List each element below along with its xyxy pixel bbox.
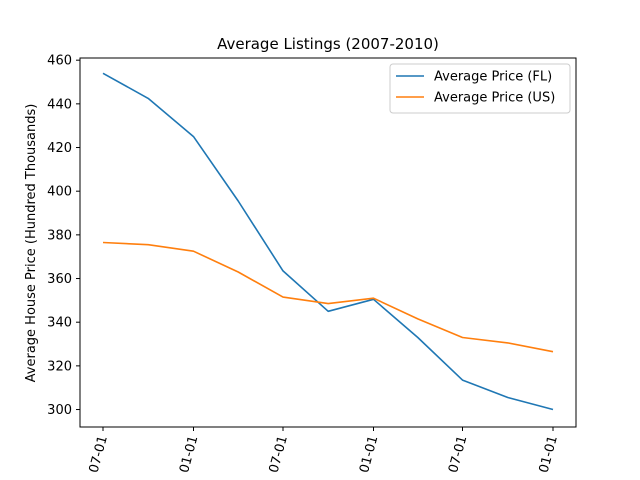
legend: Average Price (FL) Average Price (US) (389, 63, 571, 114)
x-tick-label: 01-01 (177, 434, 201, 474)
legend-box (389, 63, 571, 114)
chart-title: Average Listings (2007-2010) (217, 35, 439, 53)
plot-lines (102, 72, 554, 411)
series-line-fl (102, 72, 554, 411)
x-tick-label: 01-01 (357, 434, 381, 474)
y-tick-label: 380 (47, 228, 72, 243)
y-tick-label: 360 (47, 272, 72, 287)
x-tick-label: 01-01 (537, 434, 561, 474)
legend-label: Average Price (US) (434, 91, 555, 106)
y-axis-ticks: 300 320 340 360 380 400 420 440 460 (47, 54, 80, 418)
y-tick-label: 340 (47, 316, 72, 331)
y-tick-label: 420 (47, 141, 72, 156)
y-tick-label: 400 (47, 185, 72, 200)
x-tick-label: 07-01 (446, 434, 470, 474)
y-tick-label: 300 (47, 403, 72, 418)
x-tick-label: 07-01 (267, 434, 291, 474)
y-tick-label: 460 (47, 54, 72, 69)
y-tick-label: 320 (47, 359, 72, 374)
y-tick-label: 440 (47, 97, 72, 112)
plot-frame (79, 57, 577, 428)
x-tick-label: 07-01 (87, 434, 111, 474)
x-axis-ticks: 07-01 01-01 07-01 01-01 07-01 01-01 (87, 427, 561, 475)
y-axis-label: Average House Price (Hundred Thousands) (24, 104, 39, 383)
series-line-us (102, 241, 554, 353)
legend-label: Average Price (FL) (434, 70, 552, 85)
